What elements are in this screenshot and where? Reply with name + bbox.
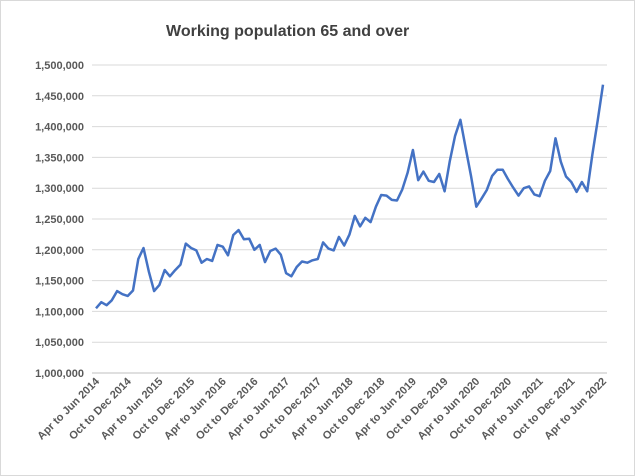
gridlines <box>92 64 607 343</box>
chart-title: Working population 65 and over <box>166 23 410 40</box>
y-axis-ticks: 1,000,000 1,050,000 1,100,000 1,150,000 1,20… <box>35 60 84 380</box>
y-tick-label: 1,250,000 <box>35 214 84 226</box>
y-tick-label: 1,200,000 <box>35 245 84 257</box>
y-tick-label: 1,300,000 <box>35 183 84 195</box>
y-tick-label: 1,450,000 <box>35 91 84 103</box>
y-tick-label: 1,400,000 <box>35 122 84 134</box>
y-tick-label: 1,050,000 <box>35 337 84 349</box>
y-tick-label: 1,500,000 <box>35 60 84 72</box>
y-tick-label: 1,000,000 <box>35 368 84 380</box>
y-tick-label: 1,350,000 <box>35 152 84 164</box>
series-line <box>95 84 605 310</box>
y-tick-label: 1,100,000 <box>35 306 84 318</box>
y-tick-label: 1,150,000 <box>35 276 84 288</box>
